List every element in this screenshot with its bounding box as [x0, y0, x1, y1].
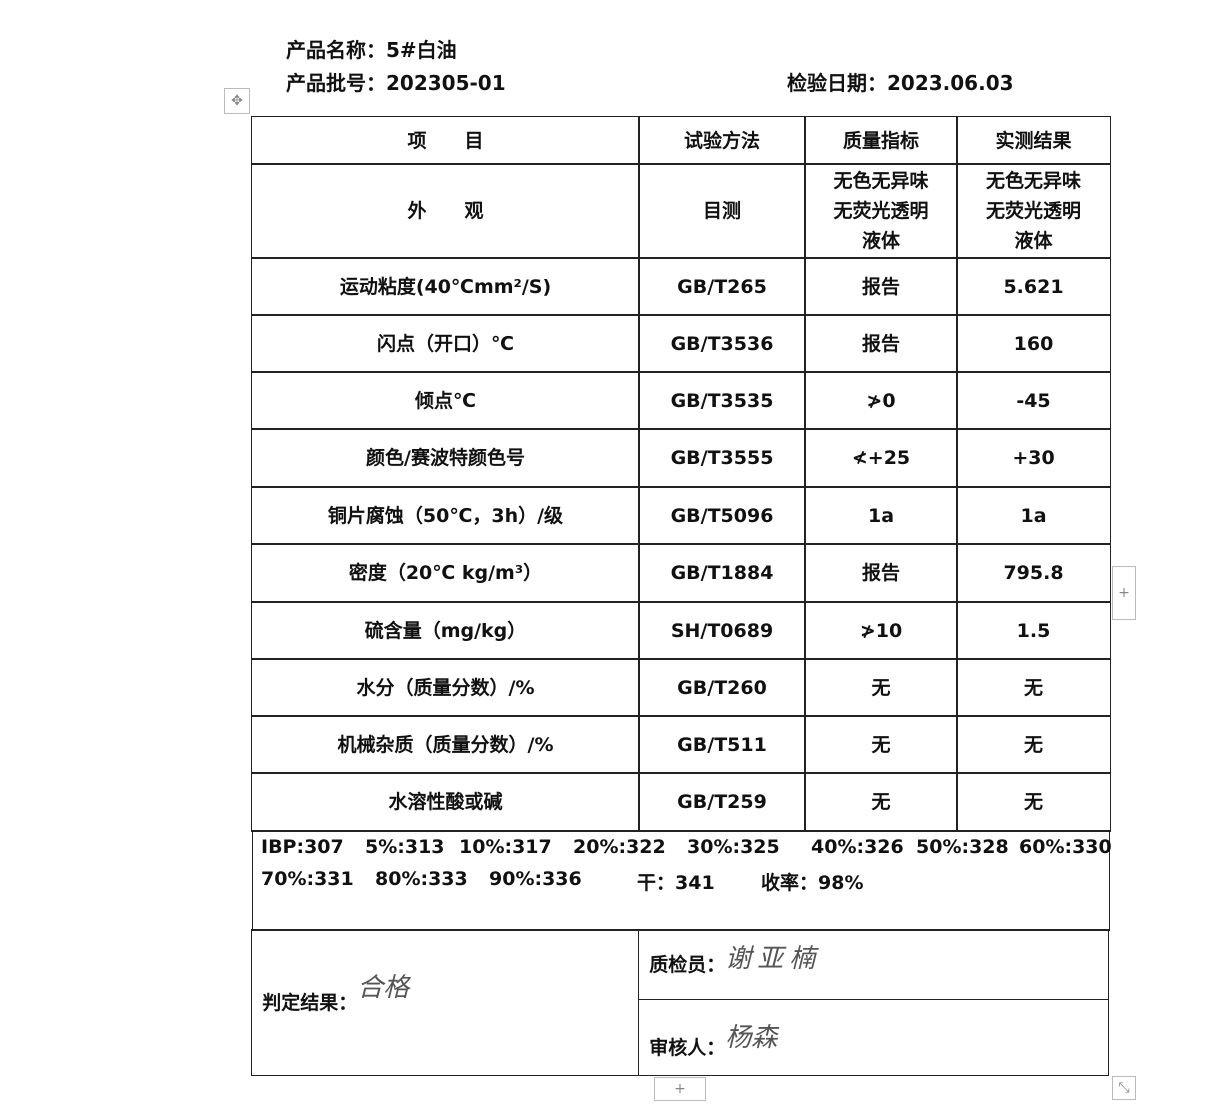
distillation-point: 20%:322: [573, 836, 666, 858]
cell-spec: 1a: [804, 486, 958, 545]
cell-item: 硫含量（mg/kg）: [251, 601, 640, 660]
distillation-point: 80%:333: [375, 868, 468, 890]
cell-item: 铜片腐蚀（50℃，3h）/级: [251, 486, 640, 545]
inspection-date: 检验日期：2023.06.03: [787, 71, 1014, 95]
cell-spec: 无: [804, 658, 958, 717]
cell-method: SH/T0689: [638, 601, 806, 660]
cell-spec: ≯0: [804, 371, 958, 430]
product-name: 产品名称：5#白油: [286, 38, 457, 62]
reviewer-signature: 杨森: [725, 1022, 778, 1053]
cell-item: 闪点（开口）℃: [251, 314, 640, 373]
add-column-button[interactable]: +: [1112, 566, 1136, 620]
table-move-handle-icon[interactable]: ✥: [224, 88, 250, 114]
cell-spec: ≮+25: [804, 428, 958, 488]
add-row-button[interactable]: +: [654, 1077, 706, 1101]
distillation-point: 10%:317: [459, 836, 552, 858]
distillation-point: 干：341: [637, 872, 715, 894]
resize-handle-icon[interactable]: ⤡: [1112, 1076, 1136, 1100]
cell-result: 无: [956, 715, 1111, 774]
cell-result: 795.8: [956, 543, 1111, 603]
distillation-point: 收率：98%: [761, 872, 864, 894]
cell-result: +30: [956, 428, 1111, 488]
cell-method: GB/T260: [638, 658, 806, 717]
distillation-point: 40%:326: [811, 836, 904, 858]
cell-method: GB/T3536: [638, 314, 806, 373]
distillation-point: 70%:331: [261, 868, 354, 890]
cell-result: 无: [956, 772, 1111, 832]
cell-spec: ≯10: [804, 601, 958, 660]
cell-method: GB/T259: [638, 772, 806, 832]
distillation-point: 60%:330: [1019, 836, 1112, 858]
cell-result: 无: [956, 658, 1111, 717]
cell-item: 外 观: [251, 163, 640, 259]
distillation-point: IBP:307: [261, 836, 344, 858]
column-header-spec: 质量指标: [804, 116, 958, 165]
cell-spec: 无: [804, 772, 958, 832]
cell-spec: 无色无异味 无荧光透明 液体: [804, 163, 958, 259]
cell-method: GB/T511: [638, 715, 806, 774]
cell-item: 水溶性酸或碱: [251, 772, 640, 832]
judgment-cell: 判定结果： 合格: [251, 929, 640, 1077]
inspector-cell: 质检员： 谢亚楠: [638, 929, 1110, 1001]
inspector-signature: 谢亚楠: [725, 943, 822, 974]
judgment-signature: 合格: [357, 972, 410, 1003]
distillation-range: IBP:307 5%:313 10%:317 20%:322 30%:325 40%:32…: [252, 830, 1112, 931]
cell-result: -45: [956, 371, 1111, 430]
cell-item: 机械杂质（质量分数）/%: [251, 715, 640, 774]
inspector-label: 质检员：: [649, 953, 726, 976]
cell-item: 水分（质量分数）/%: [251, 658, 640, 717]
cell-item: 密度（20℃ kg/m³）: [251, 543, 640, 603]
reviewer-label: 审核人：: [649, 1036, 726, 1059]
distillation-point: 50%:328: [916, 836, 1009, 858]
distillation-point: 90%:336: [489, 868, 582, 890]
cell-result: 无色无异味 无荧光透明 液体: [956, 163, 1111, 259]
cell-spec: 报告: [804, 257, 958, 316]
column-header-result: 实测结果: [956, 116, 1111, 165]
cell-result: 1a: [956, 486, 1111, 545]
cell-method: GB/T265: [638, 257, 806, 316]
cell-item: 颜色/赛波特颜色号: [251, 428, 640, 488]
column-header-method: 试验方法: [638, 116, 806, 165]
column-header-item: 项 目: [251, 116, 640, 165]
cell-spec: 无: [804, 715, 958, 774]
distillation-point: 5%:313: [365, 836, 445, 858]
cell-spec: 报告: [804, 543, 958, 603]
distillation-point: 30%:325: [687, 836, 780, 858]
cell-method: GB/T1884: [638, 543, 806, 603]
cell-method: GB/T3555: [638, 428, 806, 488]
cell-method: GB/T3535: [638, 371, 806, 430]
cell-spec: 报告: [804, 314, 958, 373]
batch-number: 产品批号：202305-01: [286, 71, 506, 95]
cell-item: 倾点℃: [251, 371, 640, 430]
cell-method: GB/T5096: [638, 486, 806, 545]
cell-item: 运动粘度(40℃mm²/S): [251, 257, 640, 316]
judgment-label: 判定结果：: [262, 991, 358, 1014]
cell-result: 1.5: [956, 601, 1111, 660]
cell-method: 目测: [638, 163, 806, 259]
cell-result: 160: [956, 314, 1111, 373]
reviewer-cell: 审核人： 杨森: [638, 999, 1110, 1077]
cell-result: 5.621: [956, 257, 1111, 316]
